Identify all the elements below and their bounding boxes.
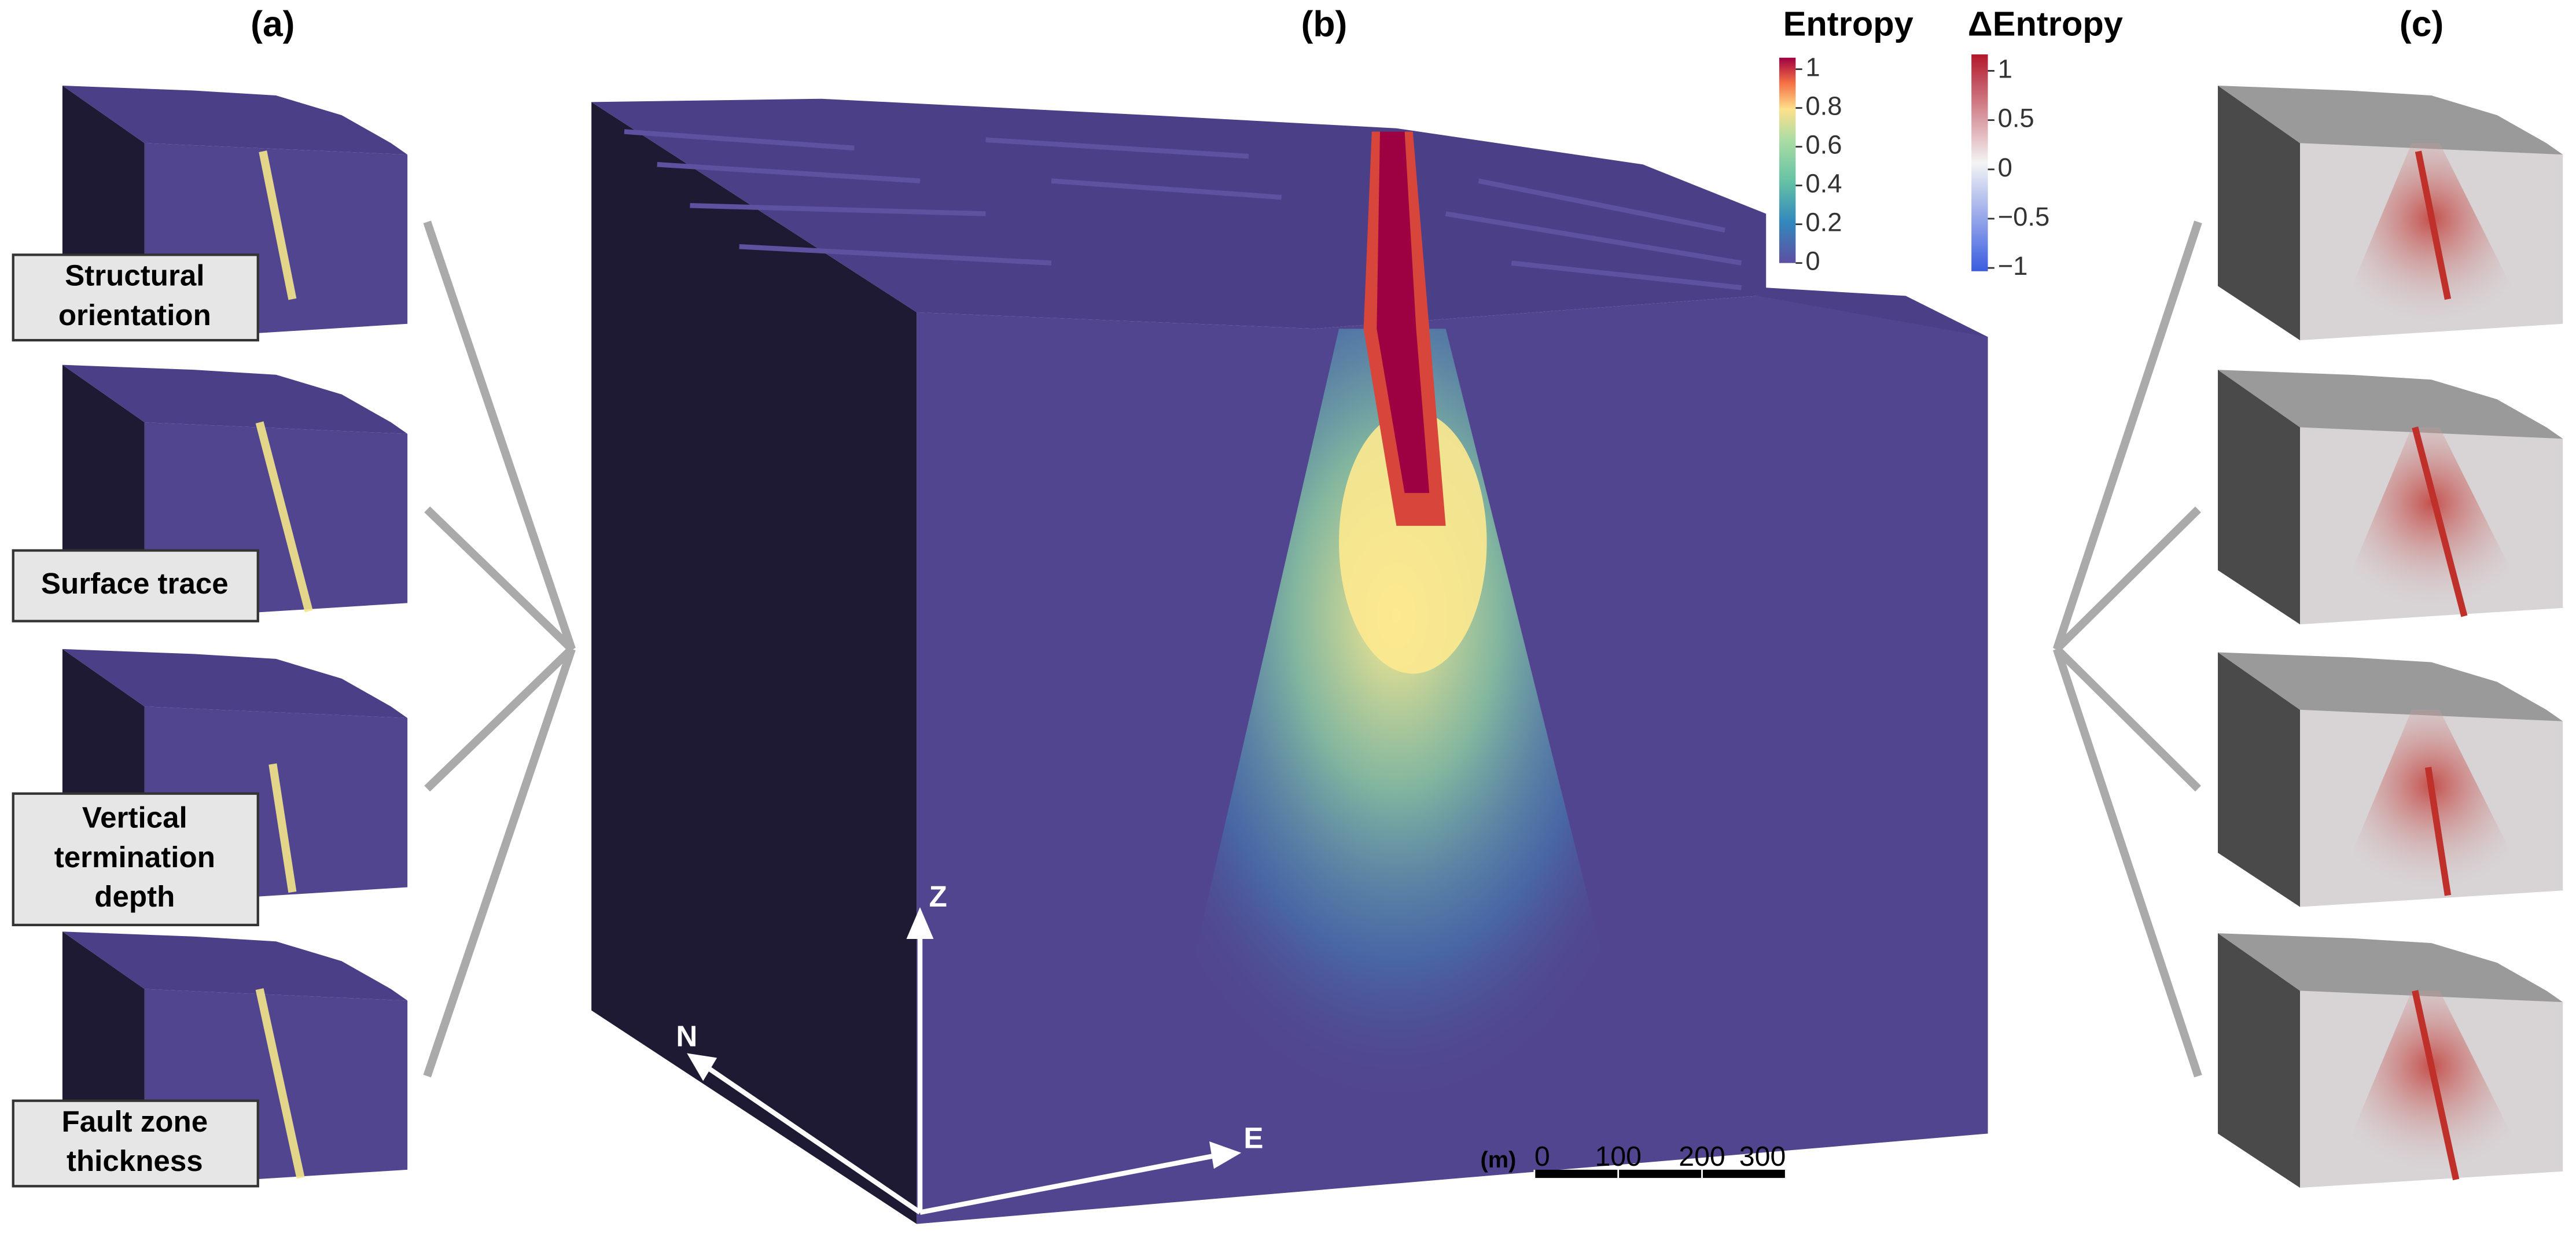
panel-label: (c) <box>2400 3 2443 44</box>
label-text: orientation <box>58 299 211 331</box>
colorbar-title: ΔEntropy <box>1968 5 2123 43</box>
uncertainty <box>2332 143 2530 332</box>
scale-tick-label: 100 <box>1595 1141 1642 1172</box>
fault <box>255 988 305 1179</box>
fault <box>255 421 313 613</box>
colorbar-tick-label: 0 <box>1805 246 1820 276</box>
colorbar-tick-label: 1 <box>1998 54 2012 83</box>
scale-tick-label: 0 <box>1534 1141 1550 1172</box>
label-text: termination <box>54 841 215 874</box>
fault <box>2412 426 2468 617</box>
label-text: Vertical <box>82 801 187 834</box>
label-text: thickness <box>67 1144 203 1177</box>
fault <box>2424 767 2452 896</box>
label-box <box>12 253 259 342</box>
block-top <box>62 364 408 434</box>
label-box <box>12 792 259 926</box>
block-side <box>2218 652 2300 907</box>
fault <box>2415 150 2452 300</box>
block-top <box>2218 370 2563 439</box>
fault <box>268 763 297 893</box>
colorbar-tick-label: 0.4 <box>1805 169 1842 198</box>
block-top <box>62 931 408 1001</box>
colorbar <box>1779 57 1796 263</box>
block-diagram <box>2218 370 2563 625</box>
label-text: Fault zone <box>62 1105 208 1138</box>
axis-label: N <box>676 1019 697 1052</box>
panel-label: (b) <box>1301 3 1348 44</box>
block-diagram <box>2218 933 2563 1188</box>
colorbar-tick-label: 0.2 <box>1805 208 1842 237</box>
label-box <box>12 1099 259 1188</box>
block-diagram <box>2218 652 2563 907</box>
connector-lines <box>423 220 2202 1078</box>
block-side <box>2218 85 2300 341</box>
colorbar-tick-label: 0.5 <box>1998 104 2034 133</box>
label-text: depth <box>94 880 175 913</box>
block-top <box>62 649 408 719</box>
label-text: Surface trace <box>41 567 229 600</box>
colorbar-tick-label: 0.6 <box>1805 130 1842 160</box>
uncertainty <box>2332 990 2530 1180</box>
colorbar-title: Entropy <box>1783 5 1913 43</box>
scale-unit: (m) <box>1481 1147 1517 1173</box>
fault <box>2412 990 2460 1181</box>
colorbar-tick-label: 1 <box>1805 53 1820 82</box>
scale-tick-label: 300 <box>1739 1141 1786 1172</box>
axis-arrows <box>687 907 1242 1215</box>
scale-tick-label: 200 <box>1679 1141 1725 1172</box>
fault <box>259 150 297 300</box>
axis-label: Z <box>929 880 947 913</box>
colorbar-tick-label: −0.5 <box>1998 202 2050 231</box>
block-top <box>2218 652 2563 721</box>
colorbar-tick-label: −1 <box>1998 251 2028 281</box>
colorbar <box>1971 54 1988 271</box>
colorbar-tick-label: 0 <box>1998 153 2012 182</box>
block-side <box>2218 933 2300 1188</box>
axis-label: E <box>1243 1121 1263 1154</box>
main-block <box>591 98 1988 1224</box>
block-top <box>2218 933 2563 1003</box>
block-top <box>62 85 408 155</box>
label-text: Structural <box>65 259 204 292</box>
block-top <box>2218 85 2563 155</box>
block-side <box>2218 370 2300 625</box>
block-diagram <box>2218 85 2563 341</box>
scale-bar <box>1534 1169 1786 1178</box>
label-box <box>12 549 259 622</box>
panel-label: (a) <box>251 3 295 44</box>
colorbar-tick-label: 0.8 <box>1805 91 1842 121</box>
uncertainty <box>2332 427 2530 617</box>
